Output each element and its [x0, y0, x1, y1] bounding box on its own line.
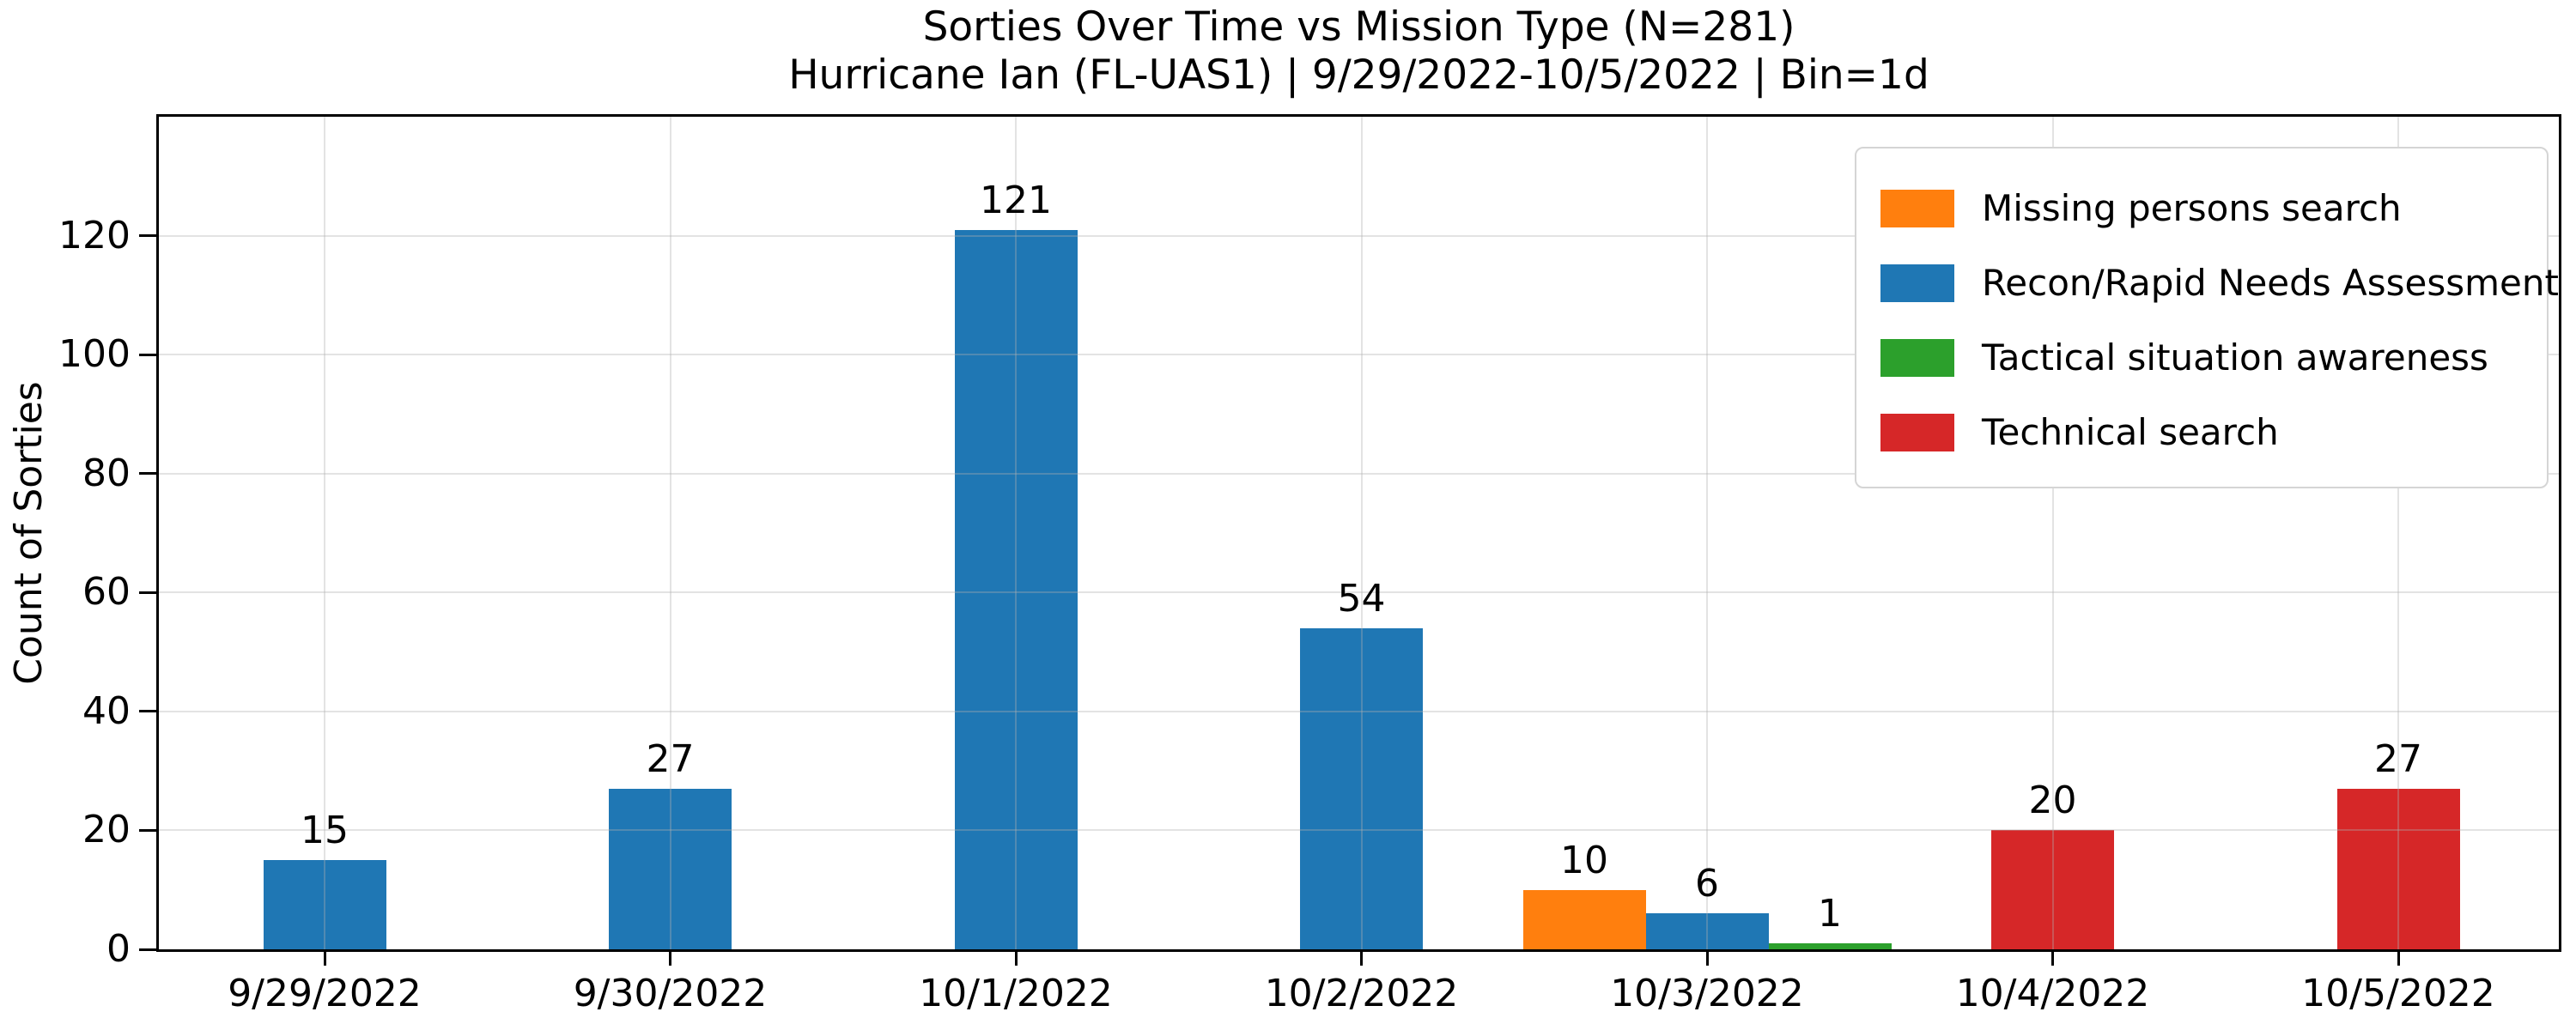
gridline-horizontal	[159, 591, 2559, 594]
x-tick-label: 9/29/2022	[228, 972, 422, 1015]
gridline-vertical	[2397, 117, 2399, 949]
x-tick-mark	[2051, 952, 2054, 966]
x-tick-label: 10/3/2022	[1610, 972, 1804, 1015]
x-tick-mark	[323, 952, 326, 966]
bar	[1300, 627, 1423, 949]
bar-value-label: 10	[1560, 838, 1608, 882]
legend-item: Recon/Rapid Needs Assessment	[1880, 245, 2559, 320]
chart-subtitle: Hurricane Ian (FL-UAS1) | 9/29/2022-10/5…	[788, 52, 1929, 99]
gridline-vertical	[1015, 117, 1017, 949]
gridline-vertical	[669, 117, 671, 949]
y-tick-mark	[139, 591, 156, 594]
bar	[2336, 788, 2460, 949]
y-tick-label: 20	[82, 808, 131, 852]
legend-label: Tactical situation awareness	[1982, 336, 2488, 379]
x-tick-label: 10/2/2022	[1264, 972, 1459, 1015]
bar-value-label: 15	[301, 809, 349, 853]
legend-swatch	[1880, 264, 1954, 302]
gridline-horizontal	[159, 234, 2559, 237]
y-tick-mark	[139, 948, 156, 951]
y-tick-label: 80	[82, 451, 131, 495]
y-tick-mark	[139, 472, 156, 476]
bar	[1991, 830, 2114, 949]
y-tick-label: 60	[82, 570, 131, 615]
y-tick-mark	[139, 353, 156, 356]
legend-label: Missing persons search	[1982, 186, 2402, 229]
legend-item: Missing persons search	[1880, 171, 2547, 245]
legend-item: Tactical situation awareness	[1880, 320, 2547, 395]
legend-swatch	[1880, 189, 1954, 227]
y-tick-mark	[139, 828, 156, 832]
bar	[954, 229, 1078, 949]
x-tick-mark	[1705, 952, 1709, 966]
legend: Missing persons search Recon/Rapid Needs …	[1855, 147, 2559, 488]
gridline-horizontal	[159, 472, 2559, 475]
x-tick-mark	[1360, 952, 1363, 966]
bar-value-label: 6	[1695, 862, 1719, 906]
bar	[1522, 889, 1646, 949]
title-block: Sorties Over Time vs Mission Type (N=281…	[156, 3, 2561, 100]
bar	[1645, 913, 1769, 949]
gridline-vertical	[324, 117, 325, 949]
bar	[1768, 943, 1892, 949]
bar	[263, 860, 386, 949]
y-tick-label: 40	[82, 688, 131, 733]
bar-value-label: 121	[980, 178, 1052, 222]
gridline-vertical	[2051, 117, 2054, 949]
y-tick-mark	[139, 234, 156, 238]
legend-swatch	[1880, 338, 1954, 377]
legend-swatch	[1880, 413, 1954, 451]
legend-label: Recon/Rapid Needs Assessment	[1982, 261, 2559, 304]
x-tick-label: 10/1/2022	[919, 972, 1113, 1015]
y-tick-label: 100	[58, 332, 131, 377]
legend-item: Technical search	[1880, 395, 2547, 470]
x-tick-label: 10/4/2022	[1955, 972, 2150, 1015]
x-tick-mark	[1014, 952, 1018, 966]
bar	[609, 788, 732, 949]
gridline-vertical	[1706, 117, 1708, 949]
bar-value-label: 27	[2374, 736, 2422, 781]
bar-value-label: 27	[646, 736, 695, 781]
bar-value-label: 20	[2028, 779, 2077, 823]
chart-title: Sorties Over Time vs Mission Type (N=281…	[922, 3, 1795, 51]
bar-value-label: 54	[1337, 576, 1386, 621]
gridline-vertical	[1360, 117, 1363, 949]
y-tick-label: 0	[106, 927, 131, 971]
x-tick-mark	[669, 952, 671, 966]
bar-value-label: 1	[1818, 892, 1842, 936]
x-tick-mark	[2397, 952, 2400, 966]
x-tick-label: 10/5/2022	[2301, 972, 2495, 1015]
y-tick-label: 120	[58, 213, 131, 258]
legend-label: Technical search	[1982, 410, 2279, 453]
x-tick-label: 9/30/2022	[573, 972, 768, 1015]
y-tick-mark	[139, 710, 156, 713]
gridline-horizontal	[159, 354, 2559, 356]
gridline-horizontal	[159, 710, 2559, 712]
gridline-horizontal	[159, 829, 2559, 832]
